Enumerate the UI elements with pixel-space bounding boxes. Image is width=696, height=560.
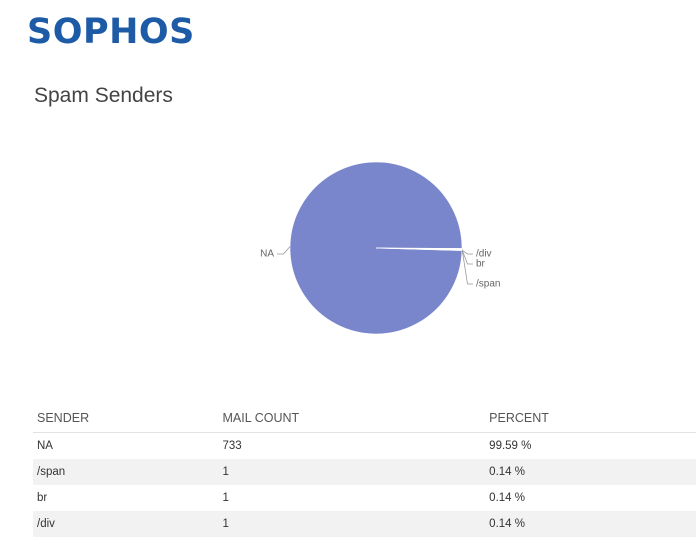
table-cell: 1: [218, 459, 486, 485]
column-header: PERCENT: [485, 403, 696, 433]
leader-line: [461, 248, 473, 285]
table-row: NA 733 99.59 %: [33, 433, 696, 460]
heading: Spam Senders: [34, 84, 173, 107]
leader-line: [461, 249, 473, 255]
table-cell: 1: [222, 492, 229, 504]
table-cell: /div: [33, 511, 219, 537]
table-cell: 0.14 %: [485, 459, 696, 485]
logo: SOPHOS: [27, 12, 195, 52]
column-header: MAIL COUNT: [218, 403, 486, 433]
table-row: br 1 0.14 %: [33, 485, 696, 511]
slice-label: /span: [476, 279, 500, 290]
header-row: SENDER MAIL COUNT PERCENT: [33, 403, 696, 433]
table-cell: 0.14 %: [489, 492, 525, 504]
table-cell: br: [37, 492, 48, 504]
table-cell: /span: [33, 459, 219, 485]
table-cell: 0.14 %: [485, 511, 696, 537]
chart: NA/span br/div: [260, 161, 500, 335]
table-cell: 1: [218, 511, 486, 537]
slice-label: NA: [260, 249, 274, 260]
column-header: SENDER: [33, 403, 219, 433]
slice-label: /div: [476, 249, 492, 260]
table-cell: NA: [37, 440, 53, 452]
table: SENDER MAIL COUNT PERCENT NA 733 99.59 % /span…: [33, 403, 696, 537]
table-cell: 733: [222, 440, 242, 452]
table-row: /div 1 0.14 %: [33, 511, 696, 537]
table-cell: 99.59 %: [489, 440, 532, 452]
leader-line: [277, 246, 291, 255]
table-row: /span 1 0.14 %: [33, 459, 696, 485]
slice-label: br: [476, 259, 486, 270]
leader-line: [461, 249, 473, 265]
